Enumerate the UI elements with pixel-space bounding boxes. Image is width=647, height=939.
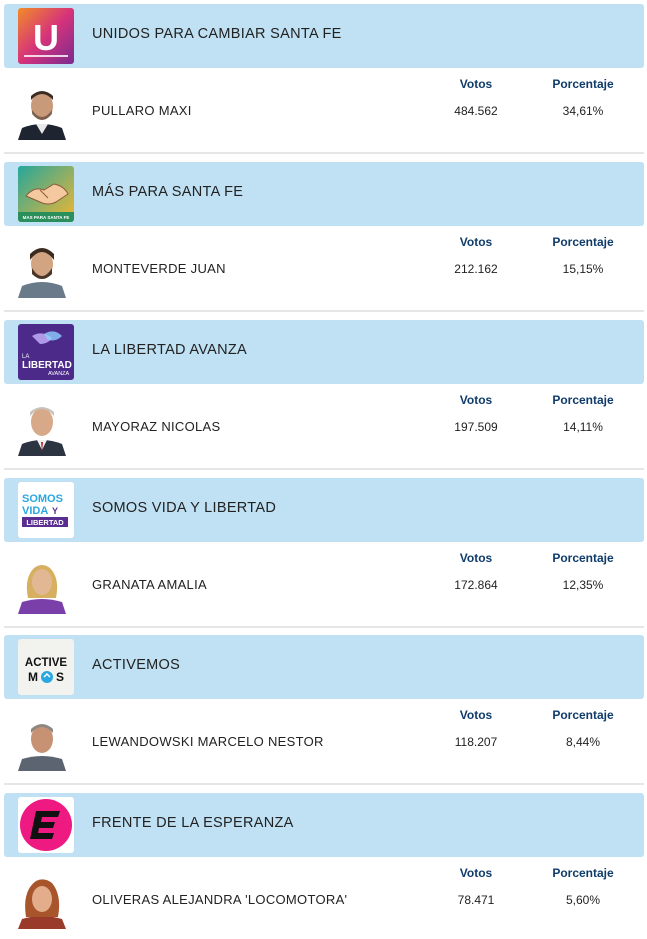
candidate-name: LEWANDOWSKI MARCELO NESTOR: [92, 734, 324, 749]
votes-value: 484.562: [454, 104, 498, 118]
votes-header: Votos: [459, 551, 493, 565]
party-header: MAS PARA SANTA FE MÁS PARA SANTA FE: [4, 162, 644, 226]
party-header: FRENTE DE LA ESPERANZA: [4, 793, 644, 857]
candidate-photo: [14, 84, 70, 140]
candidate-row: LEWANDOWSKI MARCELO NESTOR Votos Porcent…: [4, 699, 644, 785]
svg-text:ACTIVE: ACTIVE: [25, 657, 68, 669]
percent-header: Porcentaje: [552, 866, 614, 880]
svg-text:LIBERTAD: LIBERTAD: [22, 360, 72, 371]
somos-vida-logo: SOMOS VIDA Y LIBERTAD: [18, 482, 74, 538]
party-name: UNIDOS PARA CAMBIAR SANTA FE: [92, 26, 342, 42]
candidate-row: MAYORAZ NICOLAS Votos Porcentaje 197.509…: [4, 384, 644, 470]
party-header: SOMOS VIDA Y LIBERTAD SOMOS VIDA Y LIBER…: [4, 478, 644, 542]
candidate-name: MONTEVERDE JUAN: [92, 261, 226, 276]
party-name: MÁS PARA SANTA FE: [92, 184, 244, 200]
result-block-frente-esperanza: FRENTE DE LA ESPERANZA OLIVERAS ALEJANDR…: [4, 793, 644, 939]
percent-header: Porcentaje: [552, 77, 614, 91]
svg-text:Y: Y: [52, 506, 58, 516]
svg-text:S: S: [56, 670, 64, 684]
result-block-somos-vida: SOMOS VIDA Y LIBERTAD SOMOS VIDA Y LIBER…: [4, 478, 644, 630]
percent-header: Porcentaje: [552, 235, 614, 249]
party-header: ACTIVE M S ACTIVEMOS: [4, 635, 644, 699]
percent-header: Porcentaje: [552, 551, 614, 565]
percent-value: 5,60%: [565, 893, 601, 907]
percent-value: 8,44%: [565, 735, 601, 749]
party-name: LA LIBERTAD AVANZA: [92, 342, 248, 358]
candidate-row: OLIVERAS ALEJANDRA 'LOCOMOTORA' Votos Po…: [4, 857, 644, 939]
candidate-row: GRANATA AMALIA Votos Porcentaje 172.864 …: [4, 542, 644, 628]
percent-header: Porcentaje: [552, 393, 614, 407]
party-name: FRENTE DE LA ESPERANZA: [92, 815, 294, 831]
candidate-photo: [14, 242, 70, 298]
candidate-row: PULLARO MAXI Votos Porcentaje 484.562 34…: [4, 68, 644, 154]
activemos-logo: ACTIVE M S: [18, 639, 74, 695]
votes-value: 197.509: [454, 420, 498, 434]
svg-text:MAS PARA SANTA FE: MAS PARA SANTA FE: [23, 215, 70, 220]
party-header: U UNIDOS PARA CAMBIAR SANTA FE: [4, 4, 644, 68]
party-name: ACTIVEMOS: [92, 657, 181, 673]
percent-value: 34,61%: [562, 104, 604, 118]
votes-header: Votos: [459, 708, 493, 722]
svg-text:VIDA: VIDA: [22, 505, 48, 517]
candidate-name: PULLARO MAXI: [92, 103, 192, 118]
percent-value: 14,11%: [563, 420, 603, 434]
votes-value: 212.162: [454, 262, 498, 276]
svg-text:SOMOS: SOMOS: [22, 493, 63, 505]
candidate-photo: [14, 558, 70, 614]
votes-header: Votos: [459, 866, 493, 880]
candidate-photo: [14, 715, 70, 771]
percent-header: Porcentaje: [552, 708, 614, 722]
votes-value: 118.207: [454, 735, 498, 749]
votes-value: 172.864: [454, 578, 498, 592]
candidate-photo: [14, 873, 70, 929]
result-block-libertad-avanza: LA LIBERTAD AVANZA LA LIBERTAD AVANZA MA…: [4, 320, 644, 472]
votes-header: Votos: [459, 393, 493, 407]
votes-header: Votos: [459, 235, 493, 249]
result-block-activemos: ACTIVE M S ACTIVEMOS LEWANDOWSKI MARCELO…: [4, 635, 644, 787]
party-header: LA LIBERTAD AVANZA LA LIBERTAD AVANZA: [4, 320, 644, 384]
frente-esperanza-logo: [18, 797, 74, 853]
candidate-photo: [14, 400, 70, 456]
party-name: SOMOS VIDA Y LIBERTAD: [92, 500, 277, 516]
votes-header: Votos: [459, 77, 493, 91]
result-block-mas-para-santa-fe: MAS PARA SANTA FE MÁS PARA SANTA FE MONT…: [4, 162, 644, 314]
svg-text:LIBERTAD: LIBERTAD: [26, 518, 64, 527]
unidos-u-logo: U: [18, 8, 74, 64]
candidate-name: GRANATA AMALIA: [92, 577, 207, 592]
percent-value: 12,35%: [562, 578, 604, 592]
candidate-row: MONTEVERDE JUAN Votos Porcentaje 212.162…: [4, 226, 644, 312]
libertad-avanza-logo: LA LIBERTAD AVANZA: [18, 324, 74, 380]
votes-value: 78.471: [457, 893, 495, 907]
result-block-unidos: U UNIDOS PARA CAMBIAR SANTA FE PULLARO M…: [4, 4, 644, 156]
handshake-logo: MAS PARA SANTA FE: [18, 166, 74, 222]
svg-text:LA: LA: [22, 354, 29, 360]
svg-text:AVANZA: AVANZA: [48, 371, 70, 377]
percent-value: 15,15%: [562, 262, 604, 276]
candidate-name: OLIVERAS ALEJANDRA 'LOCOMOTORA': [92, 892, 348, 907]
svg-text:M: M: [28, 670, 38, 684]
candidate-name: MAYORAZ NICOLAS: [92, 419, 221, 434]
svg-text:U: U: [33, 17, 59, 58]
